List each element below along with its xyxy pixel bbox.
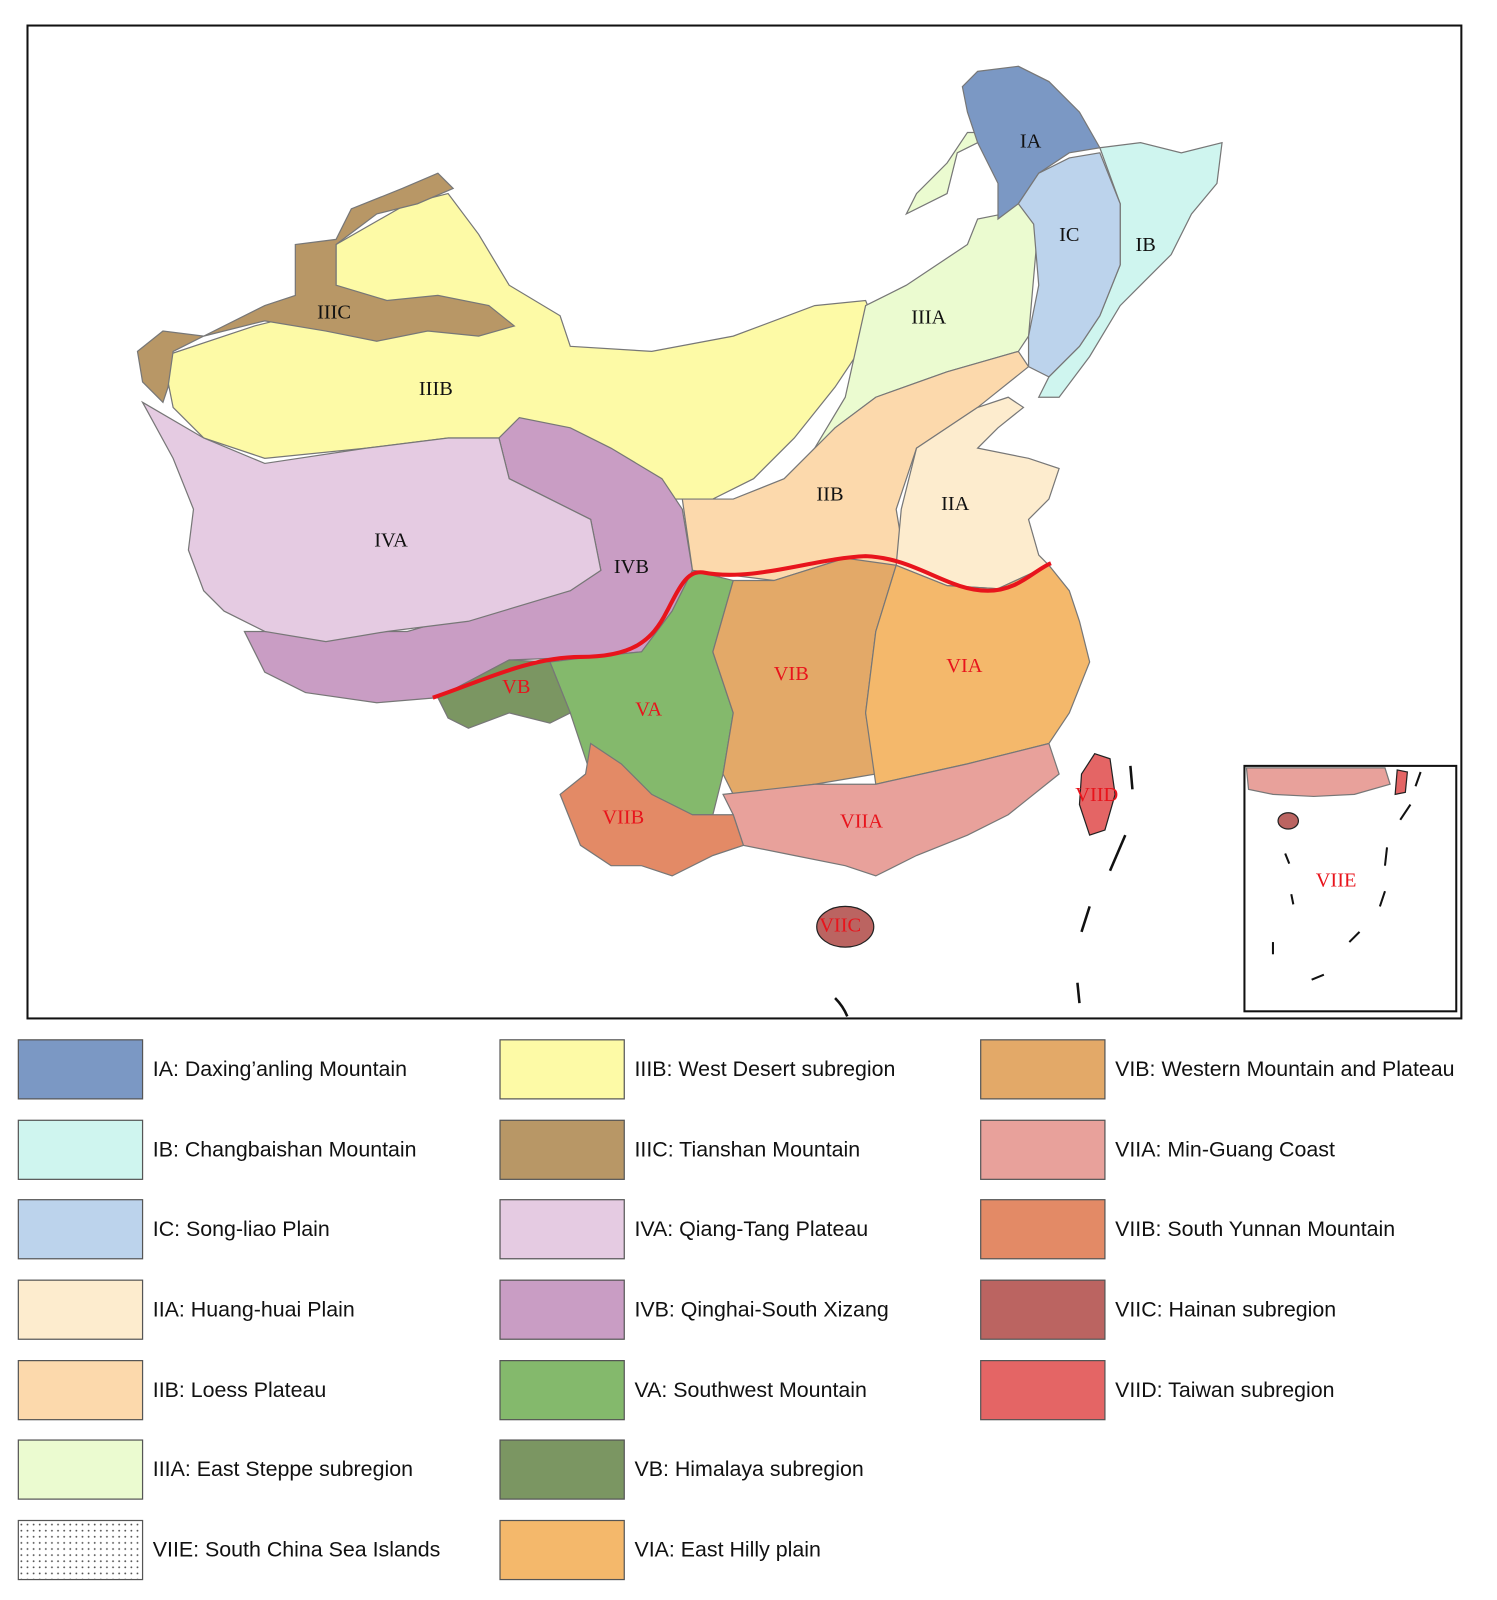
legend-swatch bbox=[499, 1119, 625, 1180]
region bbox=[1078, 752, 1116, 836]
legend-label: IIIA: East Steppe subregion bbox=[153, 1457, 413, 1481]
legend-swatch bbox=[980, 1119, 1106, 1180]
legend-swatch bbox=[17, 1039, 144, 1100]
map-label: IIIB bbox=[419, 378, 453, 400]
legend-label: IA: Daxing’anling Mountain bbox=[153, 1057, 407, 1081]
map-label: IIB bbox=[816, 484, 843, 506]
map-label: IIA bbox=[941, 493, 970, 515]
legend-label: IC: Song-liao Plain bbox=[153, 1217, 330, 1241]
map-label: IA bbox=[1020, 130, 1042, 152]
legend-label: IIIC: Tianshan Mountain bbox=[634, 1137, 860, 1161]
region bbox=[1394, 769, 1409, 796]
map-label: VIIC bbox=[819, 914, 861, 936]
map-label: IIIC bbox=[317, 301, 351, 323]
map-label: VB bbox=[502, 676, 530, 698]
map-label: IVA bbox=[374, 530, 408, 552]
legend: IA: Daxing’anling Mountain IB: Changbaish… bbox=[17, 1039, 1455, 1581]
legend-label: VIIE: South China Sea Islands bbox=[153, 1538, 441, 1562]
map-label: IC bbox=[1059, 224, 1079, 246]
map-label: VIIA bbox=[840, 811, 883, 833]
region bbox=[864, 564, 1091, 785]
legend-label: IVA: Qiang-Tang Plateau bbox=[634, 1217, 868, 1241]
boundary-line bbox=[432, 554, 1052, 700]
legend-swatch bbox=[980, 1039, 1106, 1100]
legend-label: VIA: East Hilly plain bbox=[634, 1538, 821, 1562]
legend-swatch bbox=[17, 1519, 144, 1581]
legend-swatch bbox=[17, 1360, 144, 1421]
map-label: VA bbox=[635, 699, 662, 721]
legend-swatch bbox=[499, 1360, 625, 1421]
map-label: VIA bbox=[946, 655, 982, 677]
region bbox=[1277, 812, 1300, 830]
legend-swatch bbox=[980, 1360, 1106, 1421]
region bbox=[1017, 152, 1121, 378]
map-label: VIIE bbox=[1316, 870, 1357, 892]
legend-swatch bbox=[17, 1199, 144, 1260]
legend-label: VIB: Western Mountain and Plateau bbox=[1115, 1057, 1454, 1081]
legend-swatch bbox=[17, 1439, 144, 1500]
map-label: VIID bbox=[1075, 784, 1118, 806]
map-label: VIIB bbox=[602, 807, 644, 829]
legend-label: VIIC: Hainan subregion bbox=[1115, 1297, 1336, 1321]
inset-frame bbox=[1243, 764, 1458, 1013]
legend-label: IB: Changbaishan Mountain bbox=[153, 1137, 417, 1161]
map-label: IVB bbox=[614, 556, 649, 578]
legend-label: VB: Himalaya subregion bbox=[634, 1457, 863, 1481]
region bbox=[816, 905, 875, 948]
legend-swatch bbox=[499, 1279, 625, 1340]
map-label: IB bbox=[1135, 234, 1155, 256]
dash-lines bbox=[834, 765, 1134, 1017]
region bbox=[722, 742, 1060, 877]
inset bbox=[1245, 767, 1422, 981]
region bbox=[136, 172, 516, 404]
map-label: IIIA bbox=[911, 306, 946, 328]
legend-label: IIB: Loess Plateau bbox=[153, 1378, 326, 1402]
legend-swatch bbox=[499, 1519, 625, 1581]
legend-swatch bbox=[17, 1119, 144, 1180]
legend-swatch bbox=[980, 1199, 1106, 1260]
map-labels: IA IC IB IIIC IIIA IIIB IIB IIA IVA IVB … bbox=[317, 130, 1356, 936]
region bbox=[961, 65, 1101, 221]
region bbox=[559, 742, 745, 877]
legend-label: VIID: Taiwan subregion bbox=[1115, 1378, 1334, 1402]
legend-label: VIIA: Min-Guang Coast bbox=[1115, 1137, 1335, 1161]
legend-label: IVB: Qinghai-South Xizang bbox=[634, 1297, 888, 1321]
legend-swatch bbox=[499, 1199, 625, 1260]
map-label: VIB bbox=[774, 663, 809, 685]
legend-label: VA: Southwest Mountain bbox=[634, 1378, 866, 1402]
region bbox=[437, 659, 572, 729]
legend-swatch bbox=[980, 1279, 1106, 1340]
legend-label: IIA: Huang-huai Plain bbox=[153, 1297, 355, 1321]
legend-label: VIIB: South Yunnan Mountain bbox=[1115, 1217, 1395, 1241]
regions bbox=[136, 65, 1223, 948]
region bbox=[140, 400, 602, 643]
legend-label: IIIB: West Desert subregion bbox=[634, 1057, 895, 1081]
legend-swatch bbox=[499, 1039, 625, 1100]
region bbox=[1245, 767, 1391, 798]
legend-swatch bbox=[17, 1279, 144, 1340]
legend-swatch bbox=[499, 1439, 625, 1500]
